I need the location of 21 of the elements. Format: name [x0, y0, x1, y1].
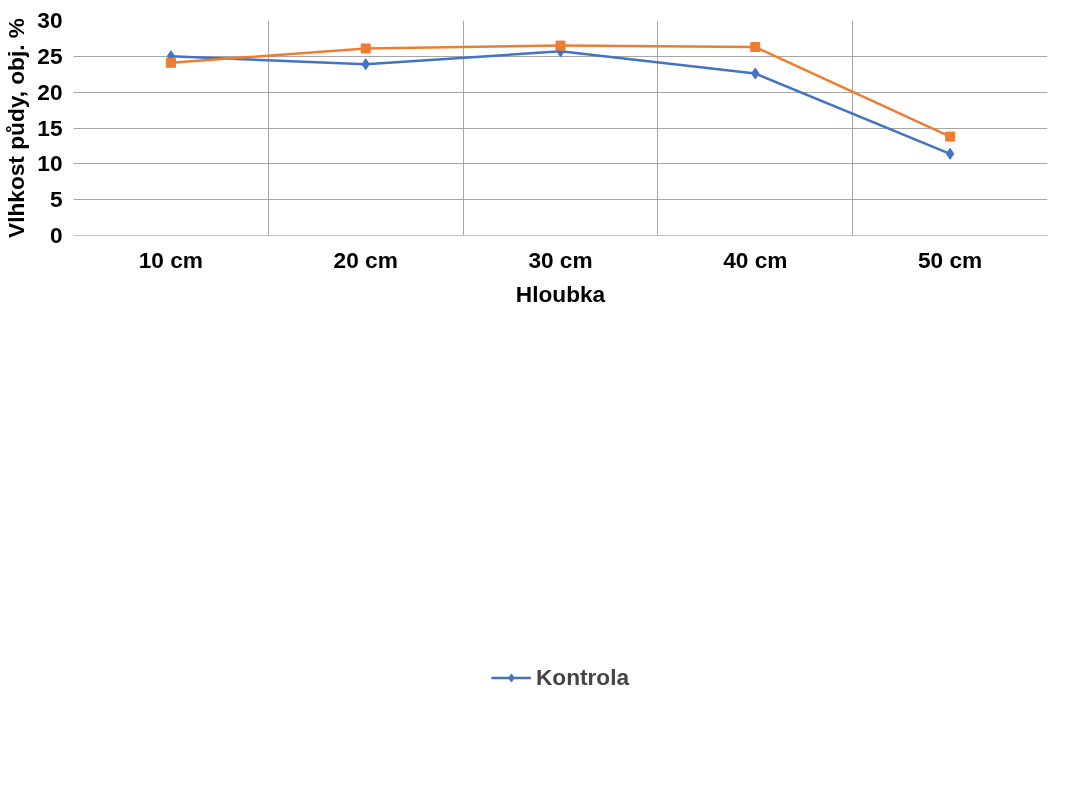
x-tick-label: 40 cm: [723, 246, 788, 273]
y-tick-label: 5: [49, 186, 63, 213]
y-tick-label: 15: [37, 114, 63, 141]
point: [750, 42, 761, 53]
x-tick-label: 30 cm: [528, 246, 593, 273]
x-axis-title: Hloubka: [515, 280, 606, 307]
y-tick-label: 0: [49, 222, 63, 248]
y-tick-label: 20: [37, 78, 63, 105]
y-tick-label: 25: [37, 42, 63, 69]
point: [555, 40, 566, 51]
y-tick-label: 10: [37, 150, 63, 177]
legend-label: Kontrola: [535, 663, 630, 691]
x-tick-label: 50 cm: [917, 246, 983, 273]
point: [945, 131, 956, 142]
x-tick-label: 20 cm: [333, 246, 398, 273]
y-tick-label: 30: [37, 7, 63, 33]
point: [360, 43, 371, 54]
x-tick-label: 10 cm: [138, 246, 204, 273]
point: [165, 57, 176, 68]
y-axis-title: Vlhkost půdy, obj. %: [3, 18, 30, 238]
point: [945, 147, 955, 160]
